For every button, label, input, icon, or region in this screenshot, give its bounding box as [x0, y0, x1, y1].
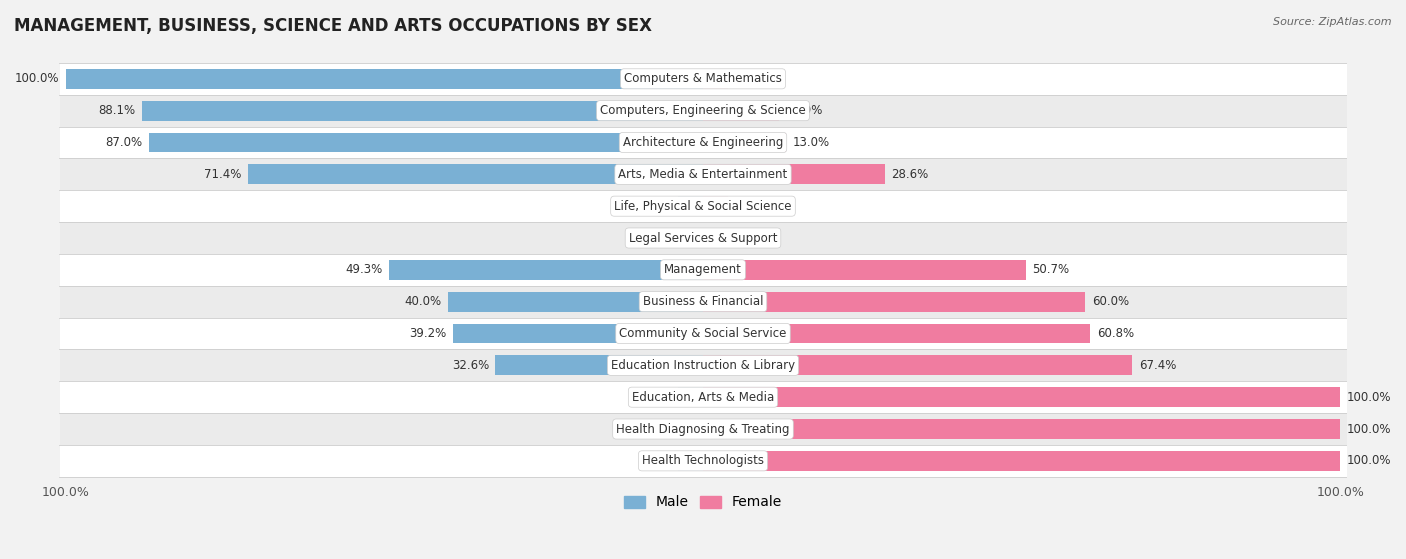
Bar: [678, 387, 703, 407]
Bar: [66, 69, 703, 89]
Text: 39.2%: 39.2%: [409, 327, 447, 340]
Bar: [678, 419, 703, 439]
Bar: [678, 196, 703, 216]
Text: 40.0%: 40.0%: [405, 295, 441, 308]
Text: 32.6%: 32.6%: [451, 359, 489, 372]
Text: Arts, Media & Entertainment: Arts, Media & Entertainment: [619, 168, 787, 181]
Bar: [703, 356, 1132, 375]
Bar: [703, 419, 1340, 439]
Text: 87.0%: 87.0%: [105, 136, 142, 149]
Bar: [678, 451, 703, 471]
Bar: [59, 94, 1347, 126]
Bar: [149, 132, 703, 153]
Bar: [703, 292, 1085, 311]
Text: 11.9%: 11.9%: [785, 104, 823, 117]
Text: 100.0%: 100.0%: [15, 72, 59, 86]
Text: 60.8%: 60.8%: [1097, 327, 1133, 340]
Text: Health Diagnosing & Treating: Health Diagnosing & Treating: [616, 423, 790, 435]
Text: 49.3%: 49.3%: [346, 263, 382, 276]
Bar: [59, 413, 1347, 445]
Text: Legal Services & Support: Legal Services & Support: [628, 231, 778, 244]
Bar: [703, 387, 1340, 407]
Text: Computers, Engineering & Science: Computers, Engineering & Science: [600, 104, 806, 117]
Bar: [449, 292, 703, 311]
Text: Business & Financial: Business & Financial: [643, 295, 763, 308]
Text: Health Technologists: Health Technologists: [643, 454, 763, 467]
Text: 0.0%: 0.0%: [638, 200, 668, 212]
Bar: [59, 254, 1347, 286]
Bar: [678, 228, 703, 248]
Bar: [59, 126, 1347, 158]
Text: Source: ZipAtlas.com: Source: ZipAtlas.com: [1274, 17, 1392, 27]
Text: 0.0%: 0.0%: [638, 454, 668, 467]
Bar: [247, 164, 703, 184]
Bar: [703, 324, 1091, 343]
Bar: [453, 324, 703, 343]
Bar: [703, 451, 1340, 471]
Bar: [389, 260, 703, 280]
Bar: [703, 101, 779, 121]
Text: 100.0%: 100.0%: [1347, 454, 1391, 467]
Text: Management: Management: [664, 263, 742, 276]
Text: 67.4%: 67.4%: [1139, 359, 1177, 372]
Text: 0.0%: 0.0%: [638, 231, 668, 244]
Bar: [59, 222, 1347, 254]
Bar: [703, 164, 886, 184]
Bar: [59, 381, 1347, 413]
Text: Computers & Mathematics: Computers & Mathematics: [624, 72, 782, 86]
Text: 0.0%: 0.0%: [738, 72, 768, 86]
Bar: [59, 63, 1347, 94]
Text: 0.0%: 0.0%: [638, 423, 668, 435]
Bar: [703, 228, 728, 248]
Text: 50.7%: 50.7%: [1032, 263, 1070, 276]
Legend: Male, Female: Male, Female: [619, 490, 787, 515]
Text: 0.0%: 0.0%: [738, 231, 768, 244]
Text: 71.4%: 71.4%: [204, 168, 242, 181]
Bar: [703, 260, 1026, 280]
Bar: [703, 69, 728, 89]
Text: 60.0%: 60.0%: [1091, 295, 1129, 308]
Bar: [59, 445, 1347, 477]
Text: 28.6%: 28.6%: [891, 168, 929, 181]
Bar: [703, 196, 728, 216]
Text: 13.0%: 13.0%: [792, 136, 830, 149]
Bar: [703, 132, 786, 153]
Text: Life, Physical & Social Science: Life, Physical & Social Science: [614, 200, 792, 212]
Text: Education, Arts & Media: Education, Arts & Media: [631, 391, 775, 404]
Bar: [59, 286, 1347, 318]
Text: Community & Social Service: Community & Social Service: [619, 327, 787, 340]
Text: Architecture & Engineering: Architecture & Engineering: [623, 136, 783, 149]
Bar: [59, 349, 1347, 381]
Text: Education Instruction & Library: Education Instruction & Library: [612, 359, 794, 372]
Text: MANAGEMENT, BUSINESS, SCIENCE AND ARTS OCCUPATIONS BY SEX: MANAGEMENT, BUSINESS, SCIENCE AND ARTS O…: [14, 17, 652, 35]
Text: 0.0%: 0.0%: [738, 200, 768, 212]
Bar: [59, 190, 1347, 222]
Text: 0.0%: 0.0%: [638, 391, 668, 404]
Text: 88.1%: 88.1%: [98, 104, 135, 117]
Bar: [495, 356, 703, 375]
Bar: [59, 158, 1347, 190]
Text: 100.0%: 100.0%: [1347, 391, 1391, 404]
Bar: [59, 318, 1347, 349]
Text: 100.0%: 100.0%: [1347, 423, 1391, 435]
Bar: [142, 101, 703, 121]
